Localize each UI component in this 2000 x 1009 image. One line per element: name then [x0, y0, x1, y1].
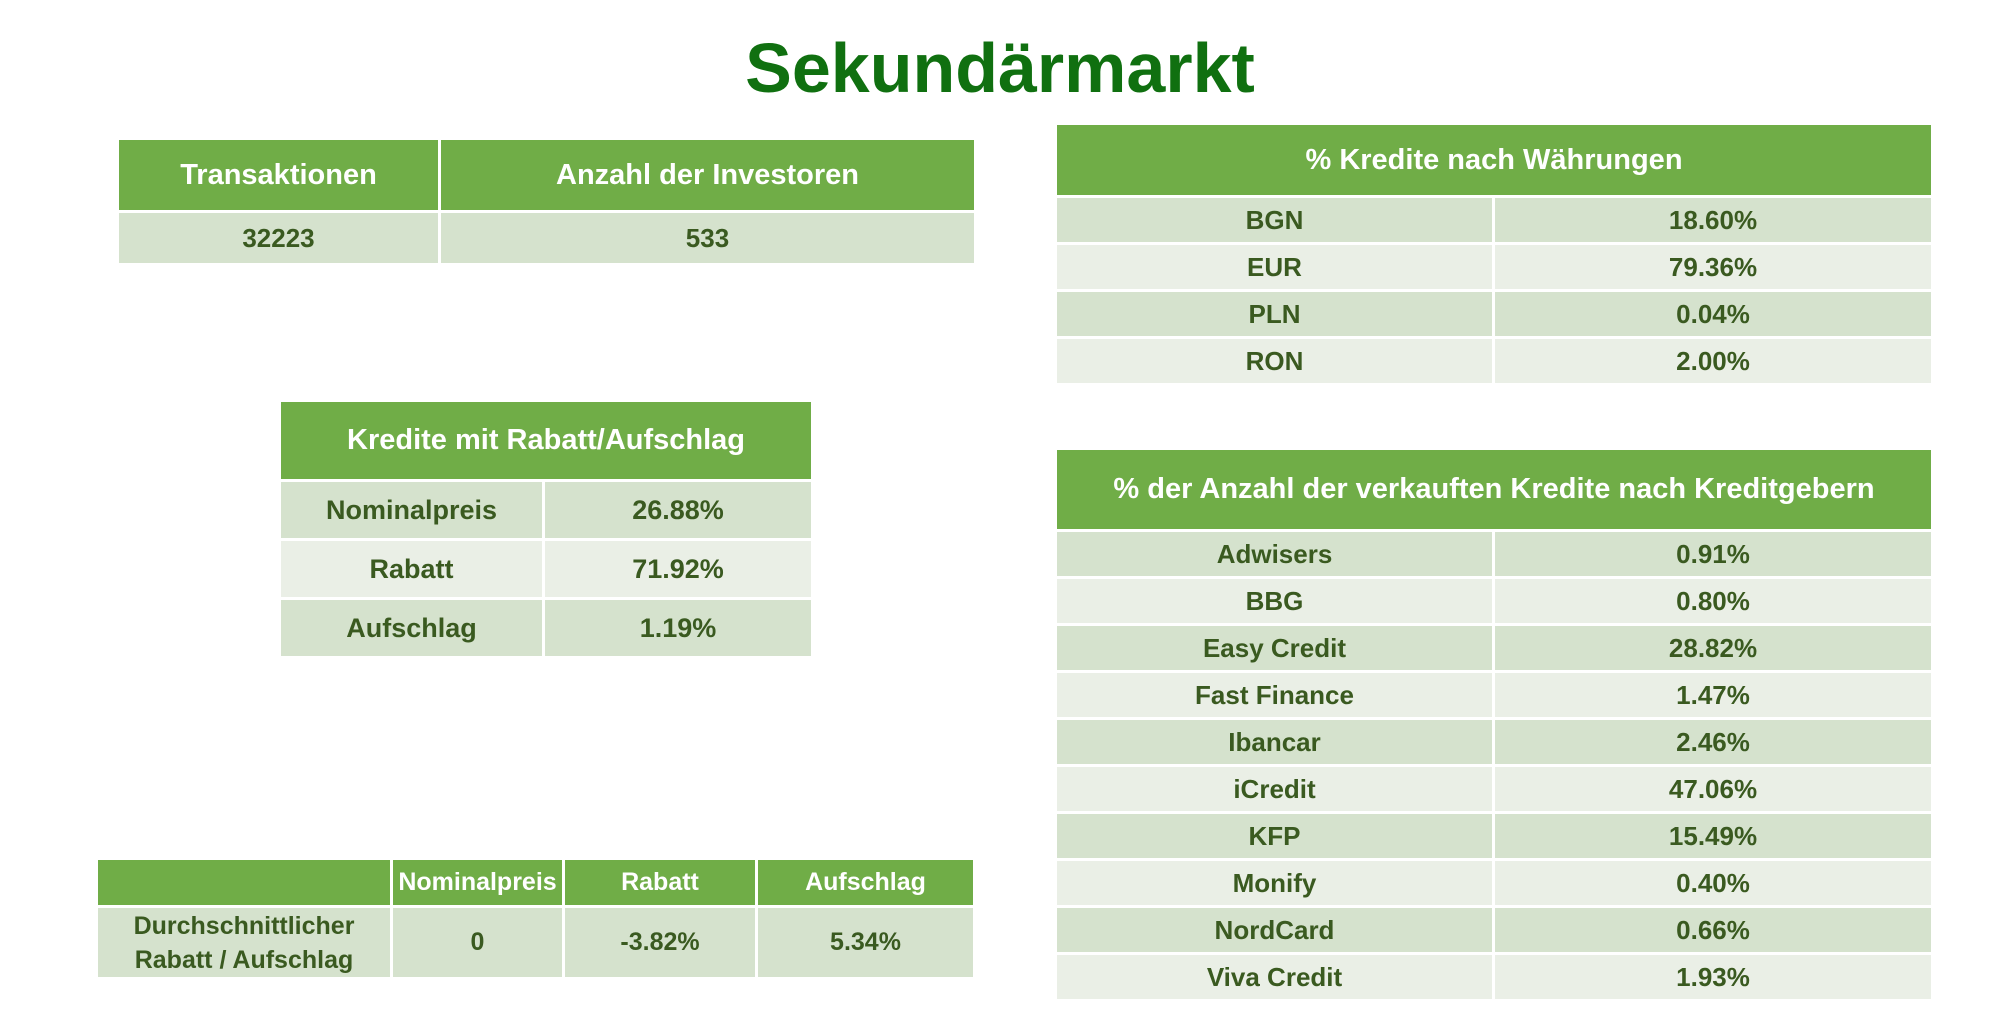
row-label: Fast Finance — [1054, 670, 1495, 720]
row-value: 1.47% — [1491, 670, 1935, 720]
premium-header: Aufschlag — [755, 857, 976, 908]
row-value: 15.49% — [1491, 811, 1935, 861]
row-value: 0.04% — [1491, 289, 1935, 339]
row-label: Ibancar — [1054, 717, 1495, 767]
row-label: EUR — [1054, 242, 1495, 292]
row-label: Aufschlag — [278, 597, 545, 659]
empty-header — [95, 857, 393, 908]
table-row: Nominalpreis 26.88% — [278, 479, 814, 541]
table-row: Easy Credit 28.82% — [1054, 623, 1935, 673]
nominal-header: Nominalpreis — [390, 857, 565, 908]
row-label: BBG — [1054, 576, 1495, 626]
discount-header: Rabatt — [562, 857, 758, 908]
currency-table: % Kredite nach Währungen BGN 18.60% EUR … — [1053, 122, 1935, 386]
table-row: Fast Finance 1.47% — [1054, 670, 1935, 720]
row-value: 71.92% — [542, 538, 814, 600]
table-row: BGN 18.60% — [1054, 195, 1935, 245]
investors-value: 533 — [438, 210, 977, 266]
table-row: iCredit 47.06% — [1054, 764, 1935, 814]
row-label: RON — [1054, 336, 1495, 386]
table-row: NordCard 0.66% — [1054, 905, 1935, 955]
row-value: 0.91% — [1491, 529, 1935, 579]
table-header-row: Kredite mit Rabatt/Aufschlag — [278, 399, 814, 482]
row-value: 18.60% — [1491, 195, 1935, 245]
row-value: 0.66% — [1491, 905, 1935, 955]
row-label: Durchschnittlicher Rabatt / Aufschlag — [95, 905, 393, 980]
table-header-row: Transaktionen Anzahl der Investoren — [116, 137, 977, 213]
summary-table: Transaktionen Anzahl der Investoren 3222… — [116, 137, 977, 266]
row-label: iCredit — [1054, 764, 1495, 814]
row-label: Viva Credit — [1054, 952, 1495, 1002]
row-value: 0.80% — [1491, 576, 1935, 626]
row-value: 26.88% — [542, 479, 814, 541]
average-table: Nominalpreis Rabatt Aufschlag Durchschni… — [95, 857, 976, 980]
table-row: Aufschlag 1.19% — [278, 597, 814, 659]
row-label: Monify — [1054, 858, 1495, 908]
transactions-value: 32223 — [116, 210, 441, 266]
discount-table: Kredite mit Rabatt/Aufschlag Nominalprei… — [278, 399, 814, 659]
table-row: Adwisers 0.91% — [1054, 529, 1935, 579]
table-row: KFP 15.49% — [1054, 811, 1935, 861]
lenders-header: % der Anzahl der verkauften Kredite nach… — [1053, 447, 1935, 532]
row-value: 28.82% — [1491, 623, 1935, 673]
row-value: 1.93% — [1491, 952, 1935, 1002]
discount-value: -3.82% — [562, 905, 758, 980]
table-row: EUR 79.36% — [1054, 242, 1935, 292]
table-row: BBG 0.80% — [1054, 576, 1935, 626]
table-header-row: Nominalpreis Rabatt Aufschlag — [95, 857, 976, 908]
row-label: Nominalpreis — [278, 479, 545, 541]
premium-value: 5.34% — [755, 905, 976, 980]
table-row: Rabatt 71.92% — [278, 538, 814, 600]
table-row: Durchschnittlicher Rabatt / Aufschlag 0 … — [95, 905, 976, 980]
lenders-table: % der Anzahl der verkauften Kredite nach… — [1053, 447, 1935, 1002]
investors-header: Anzahl der Investoren — [438, 137, 977, 213]
row-value: 2.00% — [1491, 336, 1935, 386]
currency-header: % Kredite nach Währungen — [1053, 122, 1935, 198]
table-row: RON 2.00% — [1054, 336, 1935, 386]
discount-header: Kredite mit Rabatt/Aufschlag — [278, 399, 814, 482]
nominal-value: 0 — [390, 905, 565, 980]
row-label: Easy Credit — [1054, 623, 1495, 673]
row-value: 47.06% — [1491, 764, 1935, 814]
table-header-row: % Kredite nach Währungen — [1053, 122, 1935, 198]
transactions-header: Transaktionen — [116, 137, 441, 213]
row-value: 0.40% — [1491, 858, 1935, 908]
table-row: Viva Credit 1.93% — [1054, 952, 1935, 1002]
row-value: 1.19% — [542, 597, 814, 659]
row-value: 2.46% — [1491, 717, 1935, 767]
table-row: Monify 0.40% — [1054, 858, 1935, 908]
row-label: BGN — [1054, 195, 1495, 245]
row-value: 79.36% — [1491, 242, 1935, 292]
table-header-row: % der Anzahl der verkauften Kredite nach… — [1053, 447, 1935, 532]
row-label: Rabatt — [278, 538, 545, 600]
table-row: 32223 533 — [116, 210, 977, 266]
row-label: NordCard — [1054, 905, 1495, 955]
table-row: PLN 0.04% — [1054, 289, 1935, 339]
row-label: Adwisers — [1054, 529, 1495, 579]
row-label: KFP — [1054, 811, 1495, 861]
row-label: PLN — [1054, 289, 1495, 339]
page-title: Sekundärmarkt — [745, 29, 1255, 107]
table-row: Ibancar 2.46% — [1054, 717, 1935, 767]
